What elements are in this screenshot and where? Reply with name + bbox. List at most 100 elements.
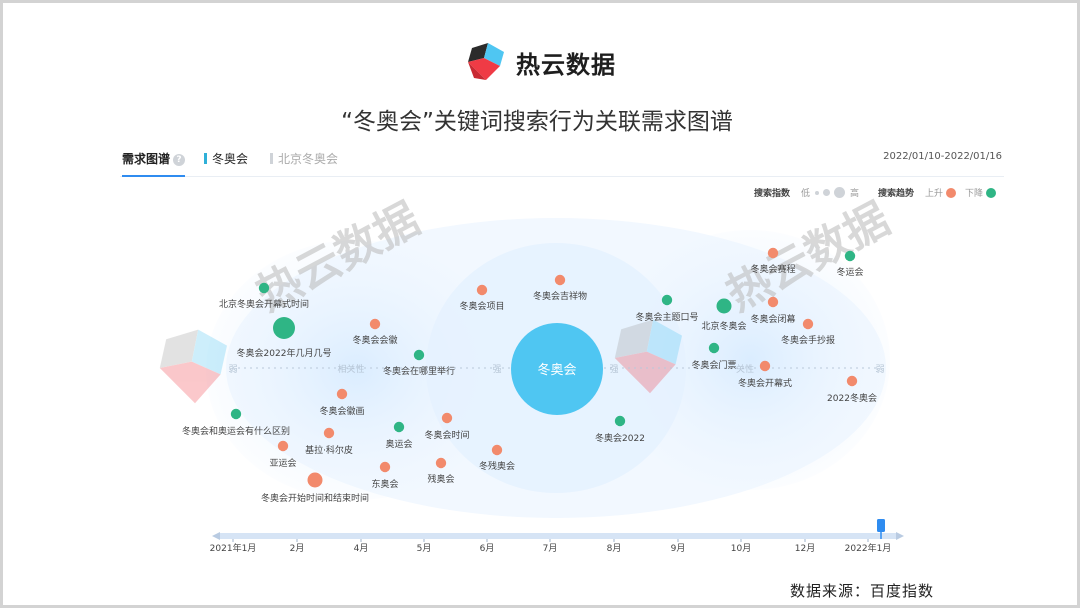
keyword-node <box>554 274 566 286</box>
tab-keyword-1-label: 冬奥会 <box>212 152 249 166</box>
axis-label-weak-left: 弱 <box>228 364 237 375</box>
axis-label-relevance-right: 关性 <box>736 363 754 375</box>
keyword-node-label: 冬残奥会 <box>479 460 515 472</box>
watermark-logo-part <box>614 351 676 394</box>
timeline-tick-label: 10月 <box>731 543 751 554</box>
keyword-node <box>379 461 391 473</box>
timeline-tick-label: 8月 <box>607 543 622 554</box>
keyword-node-label: 冬奥会2022年几月几号 <box>237 347 332 359</box>
background-halo-right <box>610 230 890 490</box>
tab-keyword-2[interactable]: 北京冬奥会 <box>270 150 338 167</box>
axis-label-strong-right: 强 <box>609 364 618 375</box>
panel-header: 需求图谱? 冬奥会 北京冬奥会 2022/01/10-2022/01/16 <box>120 146 1004 177</box>
tab-keyword-2-label: 北京冬奥会 <box>278 152 339 166</box>
keyword-node-label: 基拉·科尔皮 <box>305 444 353 456</box>
keyword-node-label: 冬奥会门票 <box>691 359 736 371</box>
legend-fall-label: 下降 <box>965 189 984 199</box>
help-icon[interactable]: ? <box>173 154 186 166</box>
legend-trend: 搜索趋势 上升 下降 <box>878 186 997 199</box>
watermark-logo-icon <box>614 319 682 394</box>
keyword-node-label: 2022冬奥会 <box>827 392 877 404</box>
axis-label-relevance-left: 相关性 <box>337 363 364 375</box>
legend-index: 搜索指数 低 高 <box>754 186 862 199</box>
timeline-tick-label: 2022年1月 <box>845 542 892 554</box>
center-keyword-bubble <box>511 323 603 415</box>
timeline-tick-label: 2021年1月 <box>210 542 257 554</box>
keyword-node <box>491 444 503 456</box>
legend-index-label: 搜索指数 <box>754 189 791 199</box>
keyword-node <box>708 342 720 354</box>
timeline-tick-label: 9月 <box>671 543 686 554</box>
legend-size-small <box>815 190 820 195</box>
timeline-left-arrow-icon <box>212 532 220 540</box>
keyword-node-label: 冬奥会吉祥物 <box>533 290 587 302</box>
timeline-tick-label: 4月 <box>354 543 369 554</box>
timeline-handle[interactable] <box>877 519 885 532</box>
keyword-2-color-mark <box>270 153 273 164</box>
background-halo-left <box>206 240 506 500</box>
keyword-node-label: 冬奥会徽画 <box>319 405 364 417</box>
axis-label-strong-left: 强 <box>492 364 501 375</box>
keyword-node-label: 冬奥会闭幕 <box>750 313 795 325</box>
keyword-node <box>767 247 779 259</box>
axis-label-weak-right: 弱 <box>875 364 884 375</box>
center-keyword-label: 冬奥会 <box>537 362 576 378</box>
keyword-node-label: 残奥会 <box>427 473 454 485</box>
keyword-node-label: 东奥会 <box>371 478 398 490</box>
keyword-node <box>258 282 270 294</box>
page-title: “冬奥会”关键词搜索行为关联需求图谱 <box>341 109 733 135</box>
brand-logo: 热云数据 <box>464 40 616 84</box>
keyword-node-label: 冬奥会2022 <box>595 432 645 444</box>
keyword-node-label: 北京冬奥会开幕式时间 <box>219 298 309 310</box>
keyword-node-label: 冬奥会手抄报 <box>781 334 835 346</box>
keyword-node <box>435 457 447 469</box>
keyword-node-label: 冬运会 <box>836 266 863 278</box>
keyword-1-color-mark <box>204 153 207 164</box>
keyword-node-label: 冬奥会赛程 <box>750 263 795 275</box>
brand-logo-icon <box>468 43 504 80</box>
keyword-node-label: 冬奥会开始时间和结束时间 <box>261 492 369 504</box>
keyword-node <box>661 294 673 306</box>
legend-rise-label: 上升 <box>925 189 944 199</box>
keyword-node-label: 冬奥会时间 <box>424 429 469 441</box>
keyword-node <box>369 318 381 330</box>
timeline-track <box>216 533 900 539</box>
tab-demand-map-label: 需求图谱 <box>122 152 171 166</box>
keyword-node-label: 冬奥会在哪里举行 <box>383 365 455 377</box>
watermark-logo-part <box>159 361 221 404</box>
keyword-node <box>336 388 348 400</box>
keyword-node-label: 冬奥会和奥运会有什么区别 <box>182 425 290 437</box>
keyword-node <box>846 375 858 387</box>
keyword-node <box>767 296 779 308</box>
keyword-node-label: 奥运会 <box>385 438 412 450</box>
data-source: 数据来源：百度指数 <box>789 582 934 600</box>
date-range[interactable]: 2022/01/10-2022/01/16 <box>883 151 1002 162</box>
watermark-logo-icon <box>159 329 227 404</box>
keyword-node <box>393 421 405 433</box>
legend-trend-label: 搜索趋势 <box>878 189 915 199</box>
legend-size-large <box>834 187 846 198</box>
brand-name: 热云数据 <box>516 50 616 79</box>
legend-index-low: 低 <box>801 189 811 199</box>
timeline-tick-label: 7月 <box>543 543 558 554</box>
keyword-node <box>413 349 425 361</box>
timeline-tick-label: 6月 <box>480 543 495 554</box>
keyword-node <box>716 298 732 314</box>
legend-size-mid <box>823 189 831 196</box>
legend-rise-dot <box>946 187 957 198</box>
keyword-node-label: 北京冬奥会 <box>701 320 746 332</box>
keyword-node <box>476 284 488 296</box>
tab-demand-map[interactable]: 需求图谱? <box>122 150 186 177</box>
keyword-node-label: 冬奥会主题口号 <box>635 311 698 323</box>
keyword-node <box>230 408 242 420</box>
tab-keyword-1[interactable]: 冬奥会 <box>204 150 248 167</box>
timeline-tick-label: 12月 <box>795 543 815 554</box>
keyword-node <box>802 318 814 330</box>
keyword-node <box>307 472 323 488</box>
keyword-node-label: 亚运会 <box>269 457 296 469</box>
watermark-logo-part <box>646 319 682 365</box>
watermark-logo-part <box>159 329 199 368</box>
watermark-logo-part <box>614 319 654 358</box>
keyword-node <box>277 440 289 452</box>
